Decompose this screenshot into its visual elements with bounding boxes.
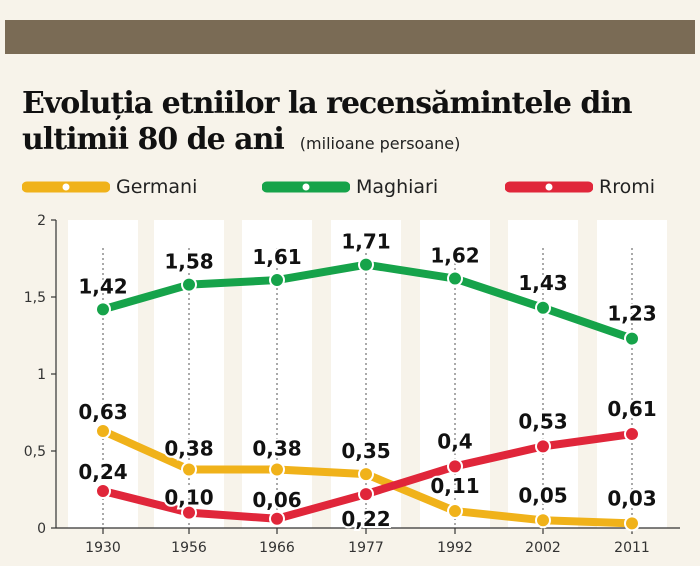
x-tick-label: 2011: [614, 540, 650, 556]
data-label-maghiari: 1,61: [252, 245, 301, 269]
legend-swatch-rromi: [505, 181, 593, 193]
legend-dot-rromi: [545, 183, 553, 191]
point-maghiari: [535, 299, 551, 316]
point-rromi: [269, 510, 285, 527]
legend: Germani Maghiari Rromi: [22, 174, 682, 200]
data-label-rromi: 0,61: [607, 397, 656, 421]
data-label-germani: 0,63: [78, 400, 127, 424]
point-maghiari: [181, 276, 197, 293]
point-germani: [447, 503, 463, 520]
data-label-rromi: 0,4: [437, 429, 472, 453]
point-maghiari: [95, 301, 111, 318]
point-maghiari: [624, 330, 640, 347]
y-tick-label: 0: [37, 521, 46, 537]
data-label-rromi: 0,22: [341, 507, 390, 531]
x-tick-label: 2002: [525, 540, 561, 556]
y-tick-label: 1,5: [24, 290, 46, 306]
chart-title-text: Evoluția etniilor la recensămintele din …: [22, 86, 633, 157]
legend-swatch-germani: [22, 181, 110, 193]
legend-item-rromi: Rromi: [505, 174, 655, 200]
data-label-rromi: 0,10: [164, 486, 213, 510]
point-maghiari: [358, 256, 374, 273]
data-label-germani: 0,11: [430, 474, 479, 498]
data-label-maghiari: 1,23: [607, 302, 656, 326]
legend-item-germani: Germani: [22, 174, 197, 200]
data-label-maghiari: 1,62: [430, 244, 479, 268]
y-tick-label: 1: [37, 367, 46, 383]
point-germani: [95, 422, 111, 439]
chart-subtitle: (milioane persoane): [299, 134, 461, 153]
point-germani: [624, 515, 640, 532]
x-tick-label: 1977: [348, 540, 384, 556]
x-tick-label: 1956: [171, 540, 207, 556]
data-label-rromi: 0,24: [78, 460, 127, 484]
legend-dot-germani: [62, 183, 70, 191]
point-rromi: [181, 504, 197, 521]
data-label-maghiari: 1,58: [164, 250, 213, 274]
data-label-germani: 0,38: [164, 436, 213, 460]
data-label-germani: 0,38: [252, 436, 301, 460]
data-label-germani: 0,03: [607, 486, 656, 510]
data-label-germani: 0,35: [341, 439, 390, 463]
legend-label-maghiari: Maghiari: [356, 176, 439, 198]
point-maghiari: [447, 270, 463, 287]
y-tick-label: 2: [37, 213, 46, 229]
point-germani: [535, 512, 551, 529]
legend-swatch-maghiari: [262, 181, 350, 193]
data-label-rromi: 0,06: [252, 488, 301, 512]
point-rromi: [447, 458, 463, 475]
point-rromi: [358, 486, 374, 503]
point-germani: [181, 461, 197, 478]
point-rromi: [624, 426, 640, 443]
point-rromi: [95, 483, 111, 500]
data-label-maghiari: 1,43: [518, 271, 567, 295]
legend-item-maghiari: Maghiari: [262, 174, 438, 200]
legend-label-rromi: Rromi: [599, 176, 656, 198]
point-rromi: [535, 438, 551, 455]
data-label-germani: 0,05: [518, 483, 567, 507]
data-label-maghiari: 1,71: [341, 230, 390, 254]
point-germani: [269, 461, 285, 478]
data-label-rromi: 0,53: [518, 409, 567, 433]
x-tick-label: 1930: [85, 540, 121, 556]
legend-dot-maghiari: [302, 183, 310, 191]
y-tick-label: 0,5: [24, 444, 46, 460]
legend-label-germani: Germani: [116, 176, 198, 198]
point-germani: [358, 466, 374, 483]
point-maghiari: [269, 272, 285, 289]
data-label-maghiari: 1,42: [78, 274, 127, 298]
header-bar: [5, 20, 695, 54]
x-tick-label: 1966: [259, 540, 295, 556]
line-chart: 0 0,5 1 1,5 2 1930 1956 1966 1977 1992 2002 2011 1,4…: [24, 213, 680, 556]
x-tick-label: 1992: [437, 540, 473, 556]
chart-title: Evoluția etniilor la recensămintele din …: [22, 86, 682, 162]
